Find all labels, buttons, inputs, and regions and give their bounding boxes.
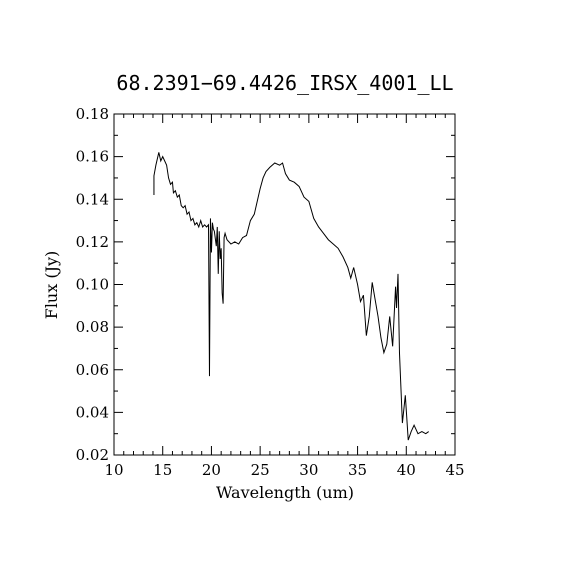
x-tick-labels: 10 15 20 25 30 35 40 45 [104, 461, 464, 479]
y-axis-label: Flux (Jy) [42, 251, 61, 320]
x-tick-label: 45 [445, 461, 464, 479]
x-tick-label: 35 [348, 461, 367, 479]
x-tick-label: 25 [251, 461, 270, 479]
plot-frame [113, 113, 456, 456]
y-tick-label: 0.14 [76, 190, 109, 208]
y-tick-labels: 0.02 0.04 0.06 0.08 0.10 0.12 0.14 0.16 0.18 [76, 105, 109, 464]
y-tick-label: 0.02 [76, 446, 109, 464]
y-tick-label: 0.08 [76, 318, 109, 336]
y-tick-label: 0.12 [76, 233, 109, 251]
y-tick-label: 0.18 [76, 105, 109, 123]
x-tick-label: 15 [153, 461, 172, 479]
y-tick-label: 0.10 [76, 276, 109, 294]
y-tick-label: 0.16 [76, 148, 109, 166]
axis-ticks [113, 113, 456, 456]
x-tick-label: 20 [202, 461, 221, 479]
x-tick-label: 10 [104, 461, 123, 479]
y-tick-label: 0.06 [76, 361, 109, 379]
chart-title: 68.2391−69.4426_IRSX_4001_LL [116, 71, 453, 95]
series-group [153, 152, 429, 441]
y-tick-label: 0.04 [76, 403, 109, 421]
spectrum-line [153, 152, 429, 441]
x-axis-label: Wavelength (um) [216, 483, 354, 502]
x-tick-label: 30 [299, 461, 318, 479]
x-tick-label: 40 [397, 461, 416, 479]
